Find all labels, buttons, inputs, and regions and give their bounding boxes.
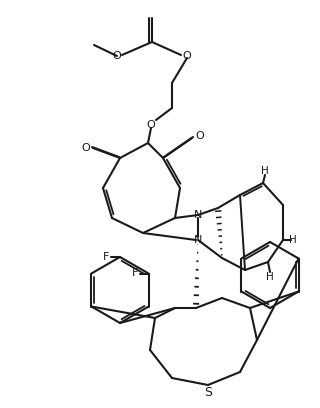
Text: N: N bbox=[194, 235, 202, 245]
Text: N: N bbox=[194, 210, 202, 220]
Text: O: O bbox=[196, 131, 204, 141]
Text: S: S bbox=[204, 386, 212, 399]
Text: H: H bbox=[289, 235, 297, 245]
Text: O: O bbox=[82, 143, 90, 153]
Text: O: O bbox=[183, 51, 191, 61]
Text: F: F bbox=[103, 252, 109, 262]
Text: H: H bbox=[266, 272, 274, 282]
Text: O: O bbox=[113, 51, 121, 61]
Text: O: O bbox=[147, 120, 156, 130]
Text: F: F bbox=[132, 268, 138, 279]
Text: H: H bbox=[261, 166, 269, 176]
